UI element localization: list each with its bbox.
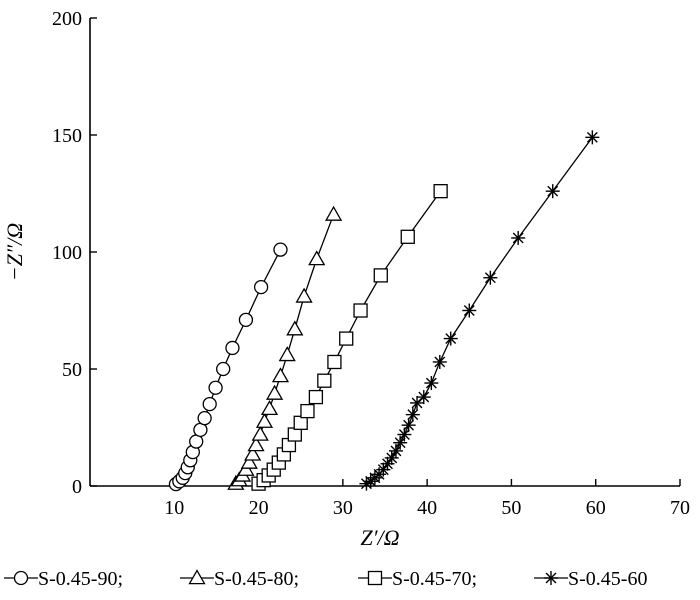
legend-item: S-0.45-60: [534, 568, 647, 590]
axes: 10 20 30 40 50 60 70 0 50 100 150 200: [52, 8, 690, 519]
data-point: [286, 320, 304, 336]
legend-label: S-0.45-60: [568, 568, 647, 590]
data-point: [247, 436, 265, 452]
data-point: [197, 410, 212, 426]
legend-label: S-0.45-80;: [214, 568, 299, 590]
data-point: [545, 184, 560, 199]
legend-marker: [13, 570, 29, 586]
data-point: [405, 407, 420, 422]
y-tick-label: 50: [62, 359, 82, 381]
data-point: [324, 205, 343, 221]
data-point: [244, 445, 262, 461]
data-point: [189, 434, 204, 449]
data-point: [208, 380, 223, 395]
data-point: [295, 287, 313, 303]
data-point: [339, 331, 354, 346]
legend-marker: [188, 569, 206, 585]
data-point: [317, 373, 332, 388]
series-line: [366, 136, 593, 485]
data-point: [300, 403, 315, 419]
series-asterisk: [359, 130, 600, 491]
series-triangle: [227, 205, 343, 490]
x-axis-label: Z′/Ω: [360, 525, 399, 550]
data-point: [424, 376, 439, 391]
y-tick-label: 200: [52, 8, 82, 30]
data-point: [327, 354, 342, 370]
data-point: [511, 230, 526, 245]
x-tick-label: 70: [670, 497, 690, 519]
legend-marker: [367, 570, 383, 586]
legend-label: S-0.45-70;: [392, 568, 477, 590]
x-tick-label: 60: [586, 497, 606, 519]
series-layer: [168, 130, 600, 492]
data-point: [433, 184, 448, 199]
data-point: [216, 361, 231, 377]
x-tick-label: 30: [333, 497, 353, 519]
data-point: [225, 340, 240, 356]
data-point: [278, 346, 296, 362]
data-point: [265, 384, 284, 400]
data-point: [353, 303, 368, 318]
data-point: [273, 242, 288, 257]
y-axis-label: −Z″/Ω: [2, 223, 27, 281]
x-tick-label: 20: [249, 497, 269, 519]
data-point: [400, 229, 415, 244]
legend-item: S-0.45-90;: [4, 568, 123, 590]
series-square: [251, 184, 448, 491]
data-point: [384, 450, 399, 465]
x-tick-label: 10: [164, 497, 184, 519]
data-point: [432, 354, 447, 369]
data-point: [416, 390, 431, 405]
legend-marker: [544, 571, 558, 585]
data-point: [238, 312, 254, 328]
data-point: [483, 270, 498, 285]
x-tick-label: 40: [417, 497, 437, 519]
data-point: [255, 412, 274, 428]
series-circle: [168, 242, 288, 492]
data-point: [443, 331, 458, 346]
data-point: [308, 250, 326, 266]
y-tick-label: 100: [52, 242, 82, 264]
legend: S-0.45-90; S-0.45-80; S-0.45-70; S-0.45-60: [4, 568, 647, 590]
legend-item: S-0.45-70;: [358, 568, 477, 590]
data-point: [193, 422, 208, 437]
y-tick-label: 0: [72, 476, 82, 498]
data-point: [271, 367, 290, 383]
data-point: [293, 415, 308, 430]
legend-label: S-0.45-90;: [38, 568, 123, 590]
data-point: [393, 435, 408, 450]
data-point: [251, 425, 269, 441]
data-point: [240, 453, 258, 469]
data-point: [308, 389, 324, 405]
data-point: [373, 268, 388, 283]
data-point: [253, 279, 269, 295]
data-point: [202, 396, 217, 412]
legend-item: S-0.45-80;: [180, 568, 299, 590]
y-tick-label: 150: [52, 125, 82, 147]
data-point: [380, 456, 395, 471]
x-tick-label: 50: [501, 497, 521, 519]
data-point: [388, 443, 403, 458]
data-point: [585, 130, 600, 145]
data-point: [462, 303, 477, 318]
data-point: [401, 418, 416, 433]
data-point: [260, 399, 279, 416]
